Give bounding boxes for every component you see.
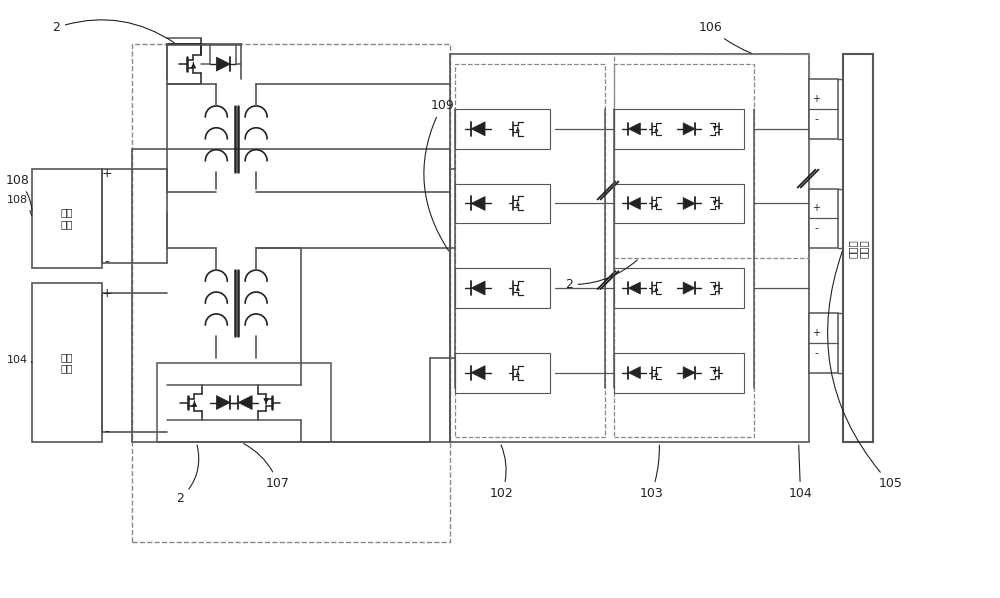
Bar xyxy=(614,109,744,149)
Text: -: - xyxy=(815,114,819,124)
Bar xyxy=(614,64,754,437)
Text: -: - xyxy=(815,348,819,358)
Bar xyxy=(157,363,331,443)
Bar xyxy=(809,313,838,373)
Bar xyxy=(450,54,809,443)
Bar xyxy=(455,184,550,224)
Polygon shape xyxy=(471,366,485,380)
Text: 105: 105 xyxy=(828,251,902,490)
Text: 104: 104 xyxy=(7,355,32,365)
Text: +: + xyxy=(813,328,821,338)
Text: +: + xyxy=(813,94,821,104)
Text: +: + xyxy=(813,203,821,213)
Text: +: + xyxy=(102,286,112,300)
Bar xyxy=(809,188,838,248)
Text: 108: 108 xyxy=(7,196,32,216)
Polygon shape xyxy=(471,281,485,295)
Text: 2: 2 xyxy=(52,20,174,42)
Text: 电压采
集模块: 电压采 集模块 xyxy=(848,239,869,258)
Text: 外部
电源: 外部 电源 xyxy=(61,208,73,229)
Polygon shape xyxy=(216,395,230,410)
Bar xyxy=(614,353,744,392)
Bar xyxy=(455,109,550,149)
Bar xyxy=(809,79,838,139)
Bar xyxy=(455,353,550,392)
Polygon shape xyxy=(683,123,695,135)
Bar xyxy=(455,64,605,437)
Polygon shape xyxy=(628,367,640,379)
Polygon shape xyxy=(238,395,252,410)
Text: +: + xyxy=(102,167,112,180)
Text: -: - xyxy=(104,425,109,440)
Text: 2: 2 xyxy=(565,260,637,291)
Polygon shape xyxy=(471,197,485,210)
Text: 107: 107 xyxy=(244,444,290,490)
Polygon shape xyxy=(471,122,485,136)
Text: 102: 102 xyxy=(490,445,514,500)
Bar xyxy=(132,149,450,443)
Polygon shape xyxy=(683,282,695,294)
Text: 104: 104 xyxy=(789,445,812,500)
Polygon shape xyxy=(683,367,695,379)
Polygon shape xyxy=(216,57,230,71)
Text: 103: 103 xyxy=(639,445,663,500)
Bar xyxy=(614,268,744,308)
Text: 108: 108 xyxy=(5,173,32,210)
Polygon shape xyxy=(628,197,640,209)
Bar xyxy=(614,184,744,224)
Bar xyxy=(32,283,102,443)
Text: 109: 109 xyxy=(424,99,454,251)
Text: 106: 106 xyxy=(699,22,751,53)
Bar xyxy=(455,268,550,308)
Bar xyxy=(132,44,450,542)
Bar xyxy=(614,54,809,258)
Polygon shape xyxy=(628,123,640,135)
Text: 2: 2 xyxy=(177,445,199,505)
Polygon shape xyxy=(628,282,640,294)
Polygon shape xyxy=(683,197,695,209)
Bar xyxy=(32,169,102,268)
Bar xyxy=(843,54,873,443)
Text: 电池
模块: 电池 模块 xyxy=(61,352,73,374)
Text: -: - xyxy=(104,256,109,270)
Text: -: - xyxy=(815,223,819,233)
